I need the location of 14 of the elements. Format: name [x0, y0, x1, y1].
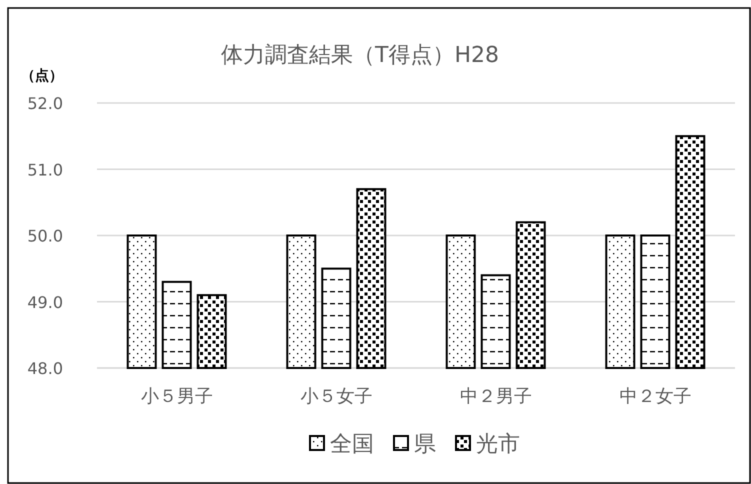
x-tick-label: 小５女子: [300, 386, 372, 407]
x-tick-label: 中２男子: [460, 386, 532, 407]
y-tick-label: 52.0: [27, 94, 63, 113]
legend-label: 光市: [476, 432, 520, 457]
legend-label: 全国: [330, 432, 374, 457]
x-tick-label: 中２女子: [619, 386, 692, 407]
x-tick-label: 小５男子: [140, 386, 213, 407]
y-tick-label: 50.0: [27, 226, 63, 246]
y-tick-label: 48.0: [27, 359, 63, 378]
y-tick-label: 51.0: [27, 160, 63, 180]
legend-label: 県: [414, 432, 436, 457]
y-axis-title: （点）: [21, 68, 63, 84]
chart-title: 体力調査結果（T得点）H28: [221, 43, 499, 68]
y-tick-label: 49.0: [27, 292, 63, 312]
